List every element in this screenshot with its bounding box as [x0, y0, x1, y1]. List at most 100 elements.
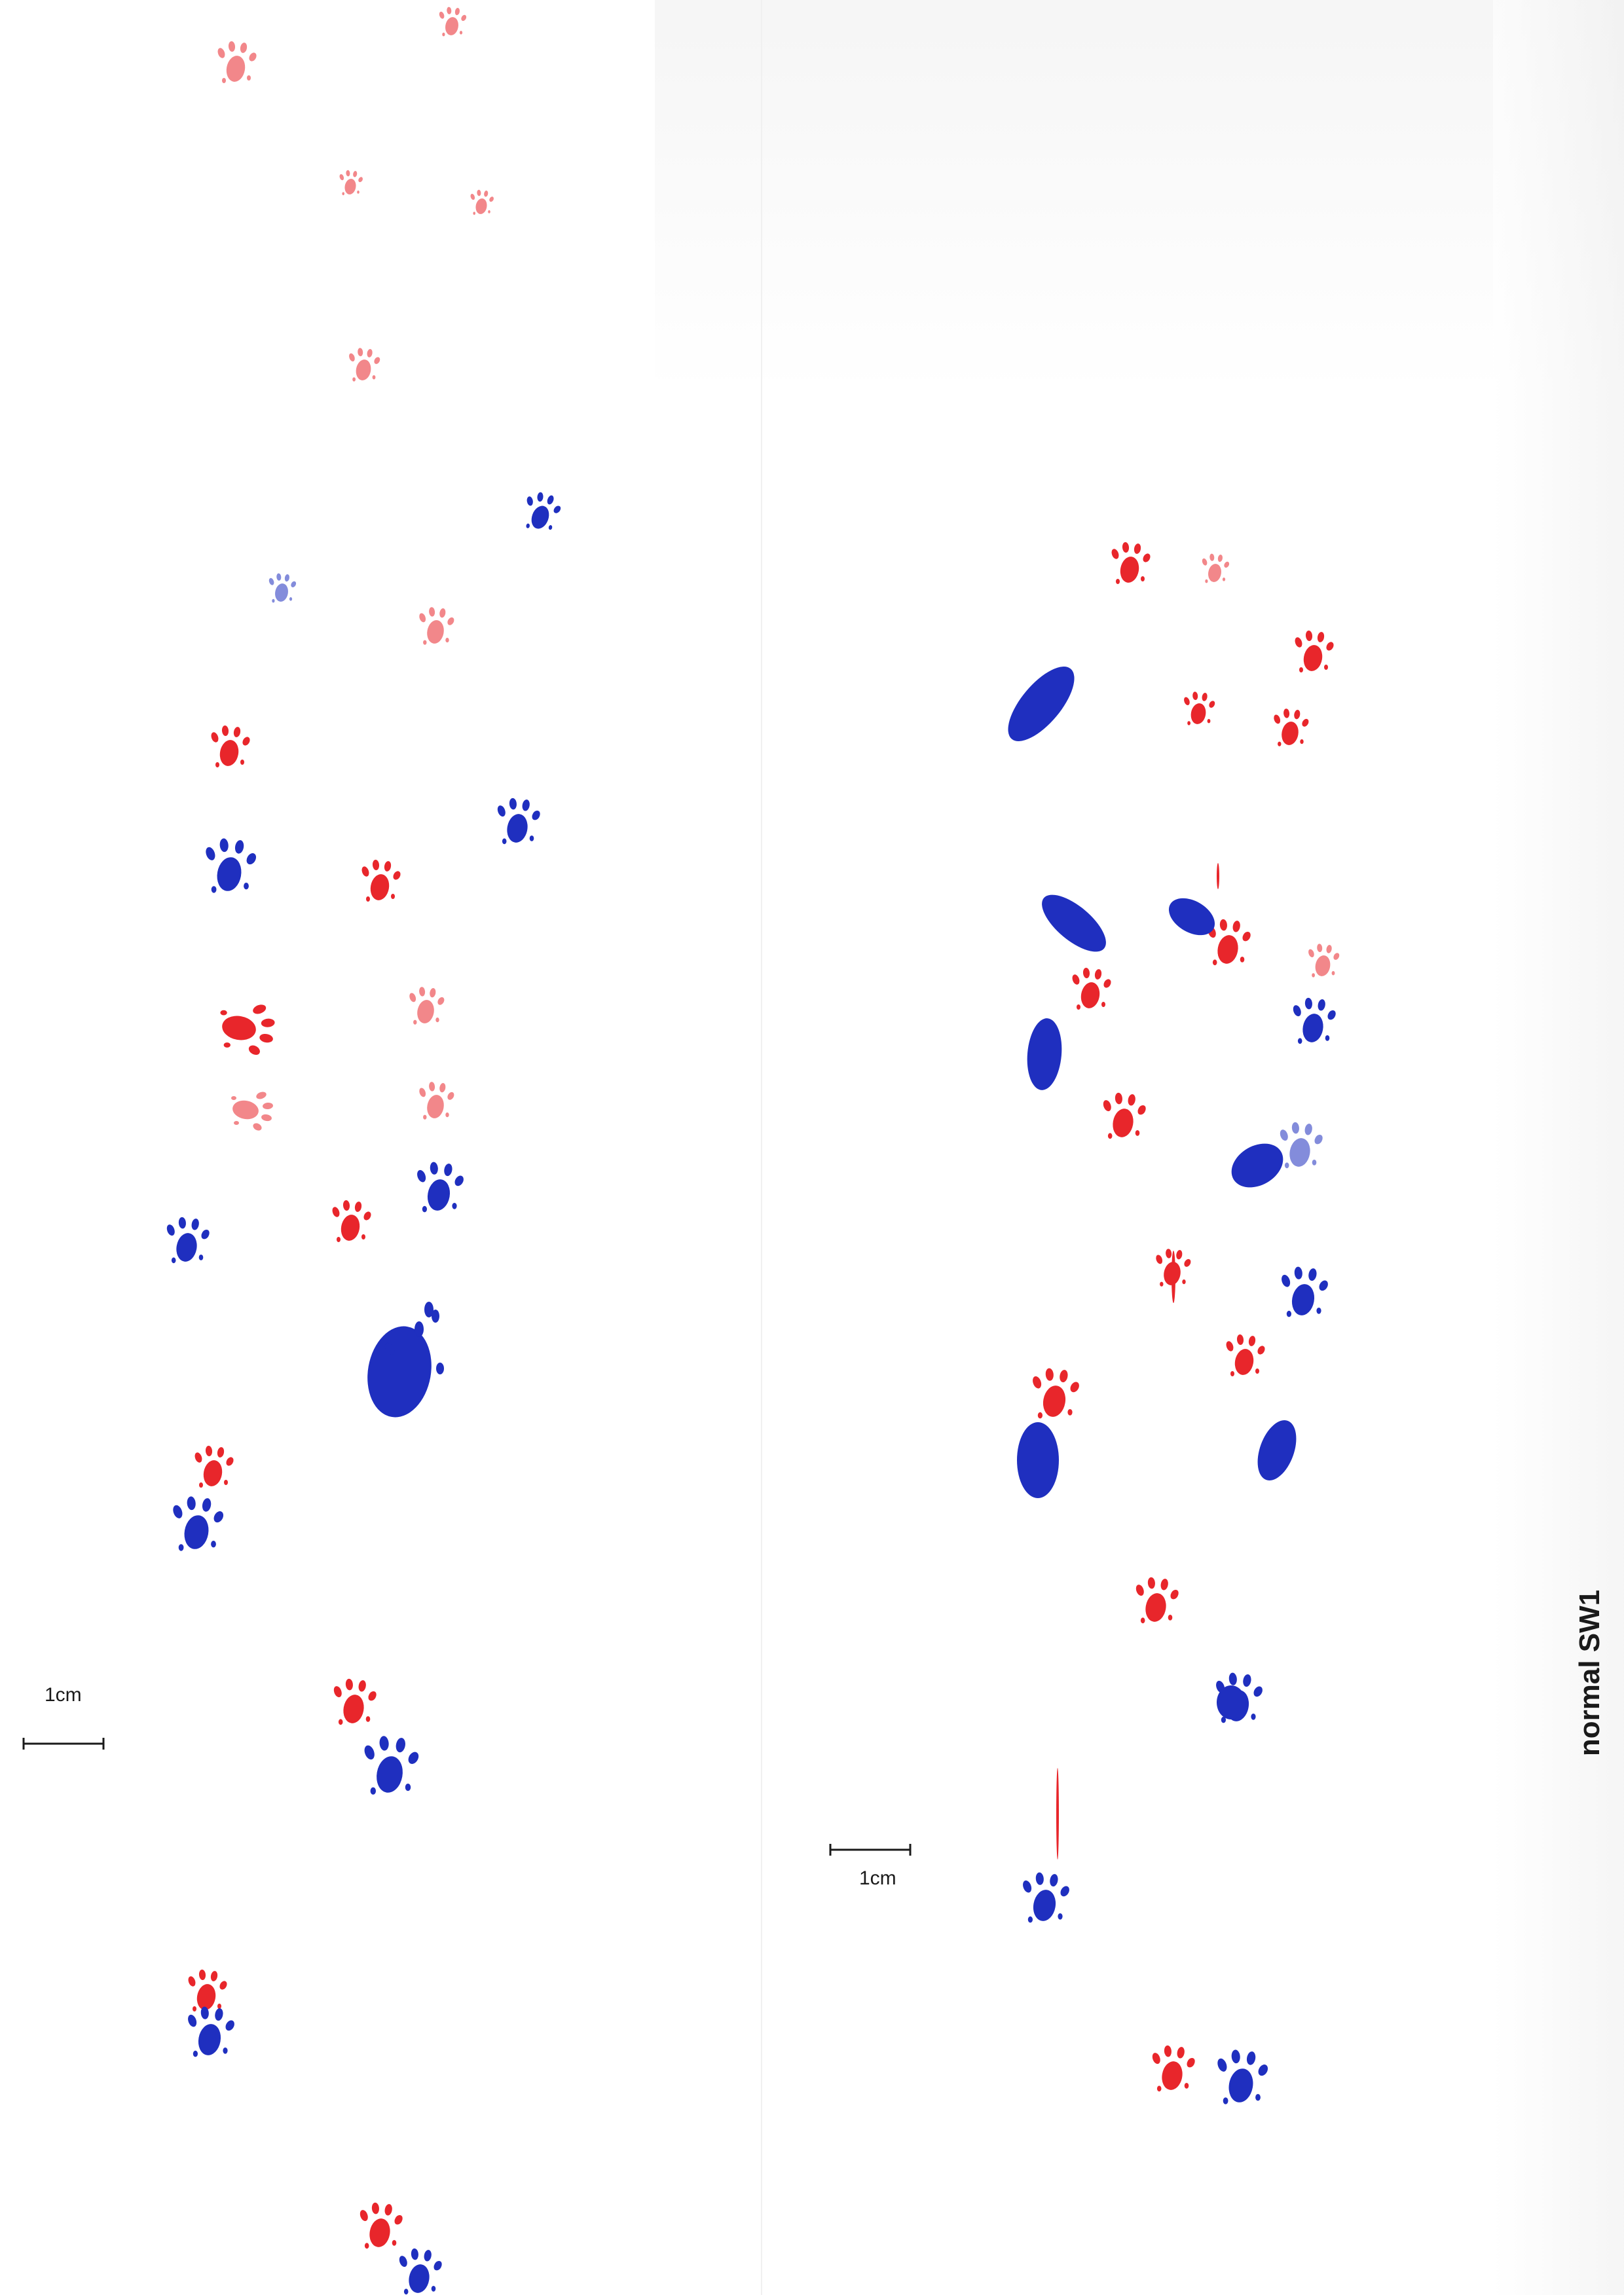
paw-toe: [1327, 1010, 1336, 1020]
paw-toe: [361, 866, 369, 877]
paw-dot: [1312, 1160, 1317, 1166]
blue-smear-print: [1042, 894, 1106, 952]
paw-dot: [1240, 957, 1245, 963]
paw-toe: [1282, 1274, 1291, 1287]
paw-toe: [1304, 997, 1312, 1010]
paw-toe: [1156, 1255, 1163, 1264]
paw-dot: [459, 31, 463, 35]
paw-toe: [1147, 1577, 1155, 1589]
paw-toe: [1232, 921, 1240, 932]
paw-dot: [1116, 579, 1120, 584]
blue-paw-print: [364, 1736, 419, 1795]
paw-dot: [1187, 721, 1190, 725]
paw-dot: [403, 2288, 409, 2295]
paw-dot: [223, 2047, 228, 2054]
blue-toe: [436, 1363, 444, 1374]
paw-dot: [211, 1541, 216, 1548]
paw-dot: [361, 1234, 365, 1239]
paw-toe: [1283, 708, 1290, 718]
paw-dot: [1156, 2085, 1162, 2092]
paw-dot: [442, 32, 445, 37]
paw-dot: [352, 377, 356, 382]
paw-toe: [363, 1211, 371, 1221]
paw-dot: [357, 191, 360, 194]
scale-bar-right: [829, 1844, 912, 1856]
paw-toe: [1045, 1368, 1054, 1381]
paw-toe: [284, 574, 289, 582]
paw-toe: [219, 838, 229, 853]
paw-pad: [377, 1756, 403, 1793]
paw-dot: [1312, 973, 1315, 978]
paw-dot: [1107, 1133, 1113, 1139]
red-paw-print: [332, 1200, 371, 1242]
paw-dot: [1255, 2094, 1261, 2101]
paw-toe: [263, 1102, 273, 1110]
paw-dot: [364, 2243, 369, 2249]
paw-toe: [332, 1207, 340, 1217]
paw-dot: [1212, 959, 1217, 966]
paw-toe: [1228, 1672, 1237, 1685]
paw-toe: [1318, 999, 1325, 1011]
paw-toe: [396, 1738, 405, 1753]
paw-toe: [1304, 1124, 1312, 1135]
paw-dot: [1223, 2097, 1228, 2104]
paw-dot: [222, 78, 226, 83]
paw-toe: [173, 1505, 183, 1518]
paw-toe: [434, 2260, 442, 2271]
paw-toe: [358, 1680, 366, 1692]
paw-toe: [439, 11, 445, 19]
paw-dot: [223, 1042, 231, 1048]
blue-paw-print: [268, 573, 297, 603]
paw-toe: [178, 1217, 186, 1229]
paw-toe: [439, 1083, 446, 1093]
paw-toe: [461, 14, 467, 21]
paw-dot: [1207, 719, 1211, 724]
paw-toe: [1103, 979, 1111, 988]
paw-toe: [367, 349, 373, 358]
paw-dot: [529, 835, 534, 841]
paw-dot: [1251, 1714, 1256, 1720]
paw-toe: [1217, 555, 1223, 562]
paw-toe: [1137, 1105, 1146, 1115]
blue-toe: [384, 1342, 395, 1355]
paw-dot: [240, 760, 244, 765]
paw-toe: [1192, 691, 1198, 701]
paw-toe: [1060, 1370, 1068, 1383]
red-paw-print: [1202, 553, 1230, 583]
paw-toe: [213, 1511, 224, 1523]
paw-toe: [1187, 2057, 1195, 2068]
paw-dot: [372, 375, 376, 380]
paw-pad: [427, 620, 444, 644]
blue-paw-print: [1282, 1266, 1328, 1317]
paw-dot: [548, 524, 553, 530]
paw-dot: [452, 1203, 457, 1209]
paw-toe: [1111, 549, 1119, 559]
paw-toe: [1291, 1122, 1299, 1134]
paw-toe: [372, 860, 380, 870]
paw-toe: [1177, 2047, 1185, 2059]
paw-dot: [1222, 578, 1226, 581]
paw-dot: [1168, 1615, 1173, 1621]
paw-pad: [1302, 1014, 1323, 1042]
paw-toe: [188, 1976, 196, 1987]
paw-toe: [447, 7, 452, 14]
paw-toe: [333, 1686, 342, 1698]
paw-toe: [346, 170, 350, 177]
paw-toe: [1050, 1874, 1058, 1887]
paw-dot: [435, 1018, 439, 1023]
paw-toe: [532, 810, 540, 820]
paw-dot: [1140, 1617, 1145, 1624]
paw-toe: [1135, 1585, 1144, 1596]
paw-toe: [1293, 1005, 1301, 1017]
paw-toe: [1082, 968, 1090, 978]
paw-dot: [199, 1482, 203, 1488]
blue-heel-print: [1217, 1685, 1246, 1719]
paw-toe: [1236, 1334, 1244, 1345]
paw-toe: [166, 1224, 175, 1236]
paw-toe: [1317, 944, 1323, 953]
paw-pad: [1120, 557, 1139, 583]
paw-toe: [484, 191, 489, 197]
paw-pad: [1291, 1284, 1315, 1315]
paw-dot: [1077, 1004, 1080, 1010]
paw-toe: [444, 1164, 452, 1177]
